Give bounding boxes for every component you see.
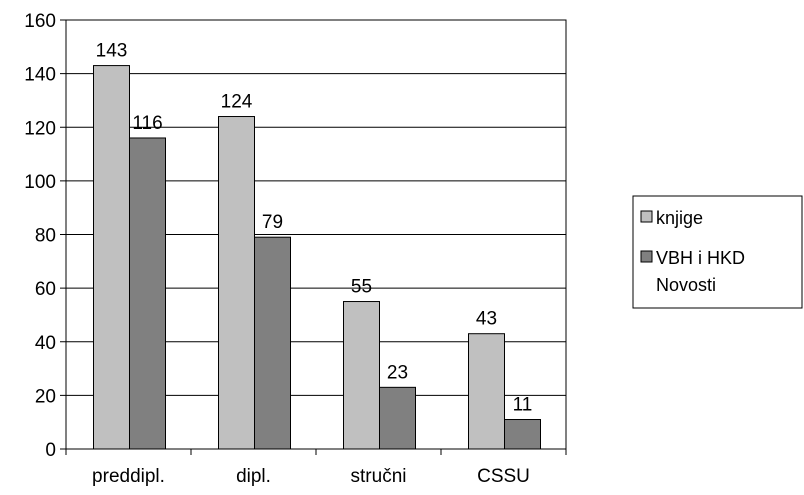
y-tick-label: 140 (24, 65, 56, 86)
legend: knjige VBH i HKD Novosti (632, 195, 803, 309)
legend-box (632, 195, 803, 309)
y-tick-label: 100 (24, 172, 56, 193)
x-axis-ticks: preddipl. dipl. stručni CSSU (65, 449, 567, 487)
data-label: 79 (262, 212, 283, 233)
x-tick-label: stručni (351, 466, 407, 487)
legend-label: Novosti (656, 275, 716, 295)
y-tick-label: 60 (35, 279, 56, 300)
bar-knjige (93, 65, 130, 450)
data-label: 55 (351, 277, 372, 298)
x-tick-label: CSSU (477, 466, 530, 487)
y-tick-label: 120 (24, 118, 56, 139)
bar-vbh-hkd-novosti (129, 137, 166, 450)
bar-knjige (218, 116, 255, 450)
data-label: 116 (132, 113, 162, 134)
legend-swatch (640, 210, 653, 223)
y-tick-label: 160 (24, 11, 56, 32)
legend-label: knjige (656, 208, 703, 228)
bar-vbh-hkd-novosti (379, 386, 416, 450)
y-tick-label: 20 (35, 386, 56, 407)
data-label: 23 (387, 362, 408, 383)
legend-label: VBH i HKD (656, 248, 745, 268)
y-axis-ticks: 0 20 40 60 80 100 120 140 160 (24, 11, 66, 461)
y-tick-label: 80 (35, 226, 56, 247)
y-tick-label: 40 (35, 333, 56, 354)
legend-swatch (640, 250, 653, 263)
data-label: 11 (513, 395, 533, 416)
bar-vbh-hkd-novosti (504, 419, 541, 450)
bar-vbh-hkd-novosti (254, 236, 291, 450)
bar-knjige (343, 301, 380, 450)
x-tick-label: preddipl. (92, 466, 165, 487)
y-tick-label: 0 (45, 440, 56, 461)
data-labels: 143 116 124 79 55 23 43 11 (96, 41, 533, 416)
bars (93, 65, 541, 450)
data-label: 43 (476, 309, 497, 330)
data-label: 143 (96, 41, 128, 62)
bar-knjige (468, 333, 505, 450)
data-label: 124 (221, 92, 253, 113)
x-tick-label: dipl. (236, 466, 271, 487)
